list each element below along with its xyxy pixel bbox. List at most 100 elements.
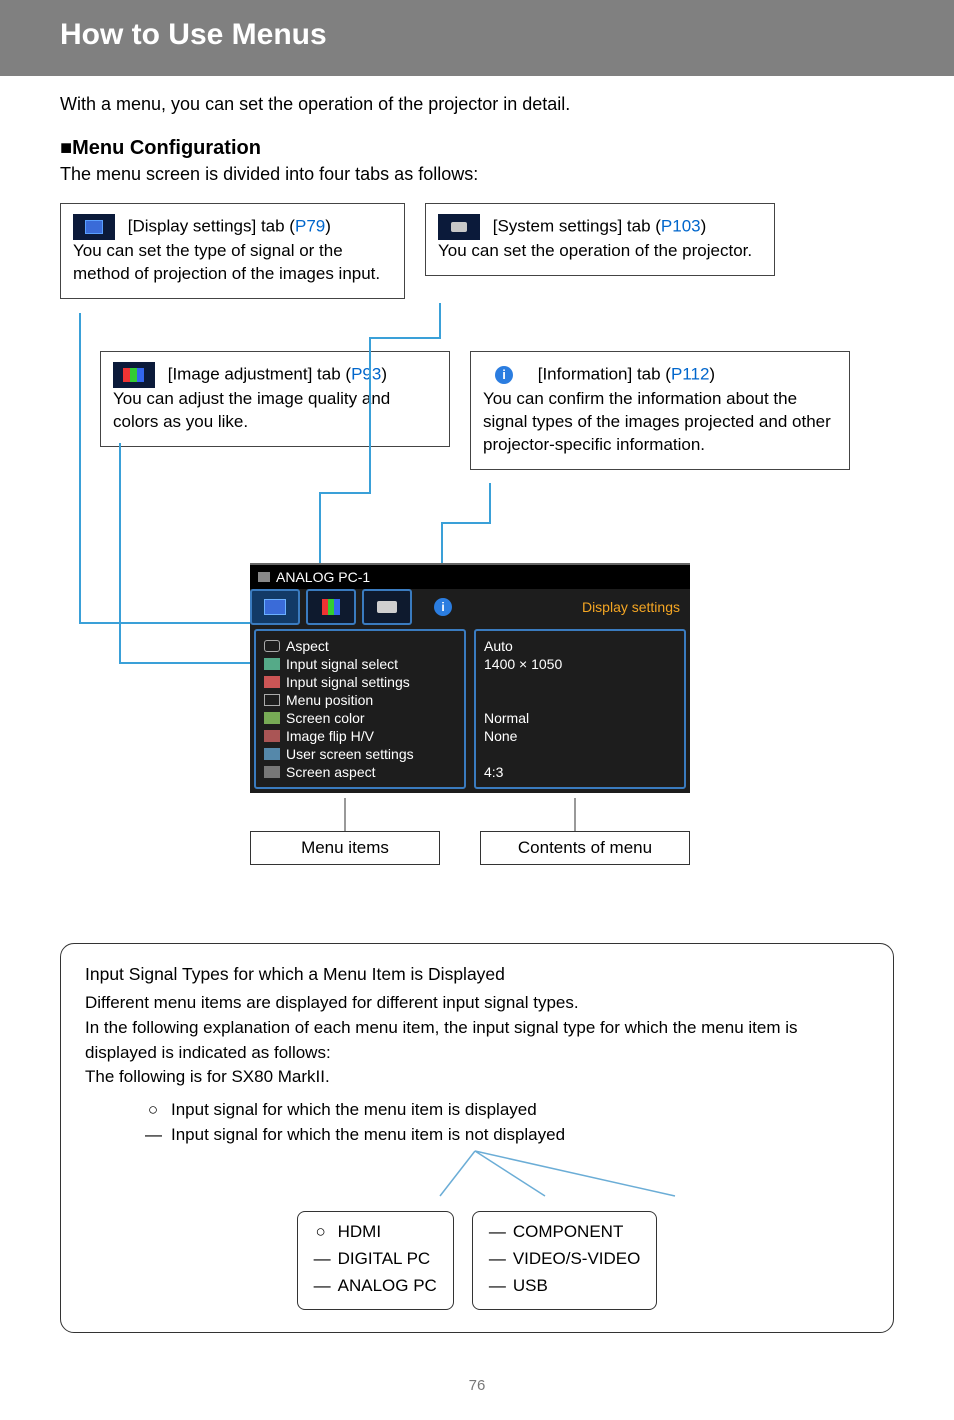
menu-item-input-settings[interactable]: Input signal settings	[264, 673, 456, 691]
menu-item-label: Menu position	[286, 692, 373, 708]
system-tab-link[interactable]: P103	[661, 216, 701, 235]
display-tab-box: [Display settings] tab (P79) You can set…	[60, 203, 405, 299]
signal-group-1: ○HDMI —DIGITAL PC —ANALOG PC	[297, 1211, 454, 1309]
sig-label: ANALOG PC	[334, 1274, 441, 1299]
aspect-icon	[264, 640, 280, 652]
menu-value-text: 1400 × 1050	[484, 656, 562, 672]
display-mini-icon	[264, 599, 286, 615]
menu-item-screen-aspect[interactable]: Screen aspect	[264, 763, 456, 781]
menu-item-input-select[interactable]: Input signal select	[264, 655, 456, 673]
ib-p3: The following is for SX80 MarkII.	[85, 1065, 869, 1090]
sig-row: —USB	[485, 1274, 645, 1299]
legend-on-text: Input signal for which the menu item is …	[171, 1098, 537, 1123]
sig-sym: —	[310, 1274, 332, 1299]
display-tab-link[interactable]: P79	[295, 216, 325, 235]
menu-item-label: Screen color	[286, 710, 365, 726]
image-tab-title-suffix: )	[381, 364, 387, 383]
menu-item-screen-color[interactable]: Screen color	[264, 709, 456, 727]
ss-left-col: Aspect Input signal select Input signal …	[254, 629, 466, 789]
image-tab-title-prefix: [Image adjustment] tab (	[168, 364, 351, 383]
display-tab-icon	[73, 214, 115, 240]
ib-title: Input Signal Types for which a Menu Item…	[85, 962, 869, 987]
menu-screenshot: ANALOG PC-1 i Display settings Aspect In…	[250, 563, 690, 793]
menu-value-text: Normal	[484, 710, 529, 726]
menu-item-label: User screen settings	[286, 746, 414, 762]
info-mini-icon: i	[434, 598, 452, 616]
sig-label: COMPONENT	[509, 1220, 645, 1245]
section-heading-text: Menu Configuration	[72, 137, 261, 159]
legend-on: ○ Input signal for which the menu item i…	[145, 1098, 869, 1123]
caption-left: Menu items	[250, 831, 440, 865]
display-tab-title-prefix: [Display settings] tab (	[128, 216, 295, 235]
display-tab-desc: You can set the type of signal or the me…	[73, 241, 380, 283]
info-tab-title-suffix: )	[709, 364, 715, 383]
caption-right: Contents of menu	[480, 831, 690, 865]
ss-top-label: ANALOG PC-1	[276, 569, 370, 585]
menu-value-text: Auto	[484, 638, 513, 654]
callout-lines	[85, 1141, 885, 1201]
intro-text: With a menu, you can set the operation o…	[60, 94, 894, 115]
menu-item-user-screen[interactable]: User screen settings	[264, 745, 456, 763]
sig-label: HDMI	[334, 1220, 441, 1245]
image-tab-box: [Image adjustment] tab (P93) You can adj…	[100, 351, 450, 447]
menu-value: 4:3	[484, 763, 676, 781]
sig-sym: —	[485, 1274, 507, 1299]
ib-p2: In the following explanation of each men…	[85, 1016, 869, 1065]
sig-sym: —	[485, 1247, 507, 1272]
image-tab-link[interactable]: P93	[351, 364, 381, 383]
menu-diagram: [Display settings] tab (P79) You can set…	[60, 203, 894, 943]
system-tab-title-prefix: [System settings] tab (	[493, 216, 661, 235]
ss-tab-system[interactable]	[362, 589, 412, 625]
ss-section-title: Display settings	[474, 599, 690, 615]
menu-item-label: Aspect	[286, 638, 329, 654]
page-number: 76	[0, 1363, 954, 1420]
system-tab-desc: You can set the operation of the project…	[438, 241, 752, 260]
image-tab-icon	[113, 362, 155, 388]
menu-item-label: Screen aspect	[286, 764, 376, 780]
sig-label: DIGITAL PC	[334, 1247, 441, 1272]
sig-row: —DIGITAL PC	[310, 1247, 441, 1272]
sig-sym: —	[310, 1247, 332, 1272]
ss-tab-image[interactable]	[306, 589, 356, 625]
page-header: How to Use Menus	[0, 0, 954, 76]
signal-group-2: —COMPONENT —VIDEO/S-VIDEO —USB	[472, 1211, 658, 1309]
sig-row: ○HDMI	[310, 1220, 441, 1245]
monitor-icon	[258, 572, 270, 582]
caption-row: Menu items Contents of menu	[250, 831, 690, 865]
input-signal-box: Input Signal Types for which a Menu Item…	[60, 943, 894, 1333]
menu-item-position[interactable]: Menu position	[264, 691, 456, 709]
menu-item-label: Input signal select	[286, 656, 398, 672]
image-mini-icon	[322, 599, 340, 615]
menu-value: 1400 × 1050	[484, 655, 676, 673]
ss-tab-display[interactable]	[250, 589, 300, 625]
sym-off: —	[145, 1123, 161, 1148]
menu-item-aspect[interactable]: Aspect	[264, 637, 456, 655]
screen-color-icon	[264, 712, 280, 724]
caption-leaders	[60, 203, 900, 903]
sig-label: VIDEO/S-VIDEO	[509, 1247, 645, 1272]
page-content: With a menu, you can set the operation o…	[0, 76, 954, 1333]
section-marker: ■	[60, 137, 72, 159]
menu-item-flip[interactable]: Image flip H/V	[264, 727, 456, 745]
menu-value-text: None	[484, 728, 517, 744]
info-tab-title-prefix: [Information] tab (	[538, 364, 671, 383]
info-tab-box: i [Information] tab (P112) You can confi…	[470, 351, 850, 470]
screen-aspect-icon	[264, 766, 280, 778]
sig-row: —ANALOG PC	[310, 1274, 441, 1299]
signal-groups: ○HDMI —DIGITAL PC —ANALOG PC —COMPONENT …	[85, 1211, 869, 1309]
page-title: How to Use Menus	[60, 18, 894, 52]
ib-p1: Different menu items are displayed for d…	[85, 991, 869, 1016]
info-tab-link[interactable]: P112	[671, 364, 709, 383]
image-tab-desc: You can adjust the image quality and col…	[113, 389, 390, 431]
position-icon	[264, 694, 280, 706]
menu-item-label: Image flip H/V	[286, 728, 374, 744]
ss-right-col: Auto 1400 × 1050 Normal None 4:3	[474, 629, 686, 789]
sig-label: USB	[509, 1274, 645, 1299]
menu-value: Auto	[484, 637, 676, 655]
menu-value	[484, 691, 676, 709]
info-tab-desc: You can confirm the information about th…	[483, 389, 831, 454]
user-screen-icon	[264, 748, 280, 760]
ss-tab-info[interactable]: i	[418, 589, 468, 625]
system-mini-icon	[377, 601, 397, 613]
menu-value	[484, 745, 676, 763]
